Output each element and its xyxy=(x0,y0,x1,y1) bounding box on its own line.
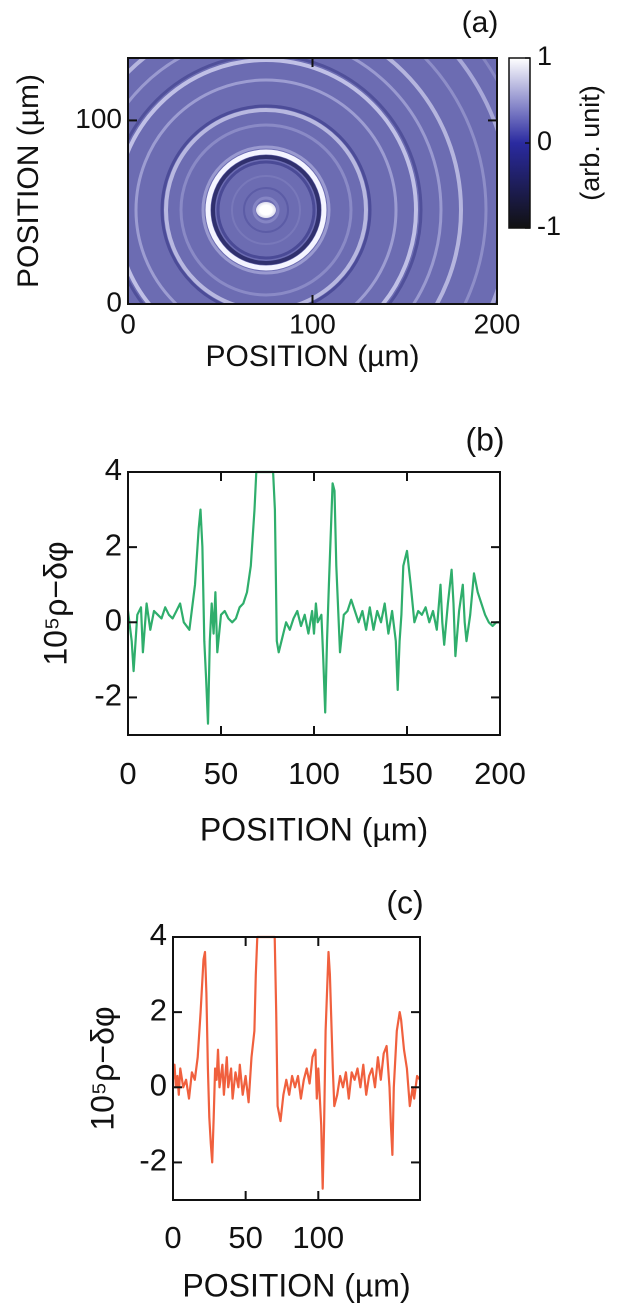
colorbar-label: (arb. unit) xyxy=(575,85,605,201)
y-axis-label: 10⁵ρ−δφ xyxy=(84,1006,120,1130)
plot-frame xyxy=(127,471,501,736)
y-tick-label: 2 xyxy=(150,992,167,1027)
x-axis-label: POSITION (µm) xyxy=(206,340,420,373)
y-tick-label: 100 xyxy=(75,103,122,134)
x-tick-label: 100 xyxy=(292,1220,344,1255)
ring xyxy=(128,58,423,304)
y-tick-label: 0 xyxy=(150,1067,167,1102)
x-axis-label: POSITION (µm) xyxy=(200,811,428,847)
colorbar-tick-label: -1 xyxy=(537,211,561,241)
panel-label: (b) xyxy=(465,421,504,457)
panel-label: (c) xyxy=(386,884,423,920)
ring xyxy=(252,196,280,224)
y-tick-label: -2 xyxy=(139,1143,167,1178)
colorbar-tick-label: 0 xyxy=(537,126,552,156)
ring xyxy=(211,155,321,265)
ring xyxy=(201,145,331,275)
ring xyxy=(422,58,488,304)
x-tick-label: 100 xyxy=(289,308,336,339)
heatmap-image xyxy=(128,58,497,304)
y-axis-label: POSITION (µm) xyxy=(12,74,45,288)
x-tick-label: 0 xyxy=(120,308,136,339)
y-axis-label: 10⁵ρ−δφ xyxy=(37,541,73,665)
ring xyxy=(160,104,372,304)
y-tick-label: 4 xyxy=(150,917,167,952)
y-tick-label: 0 xyxy=(106,286,122,317)
x-tick-label: 50 xyxy=(204,756,238,791)
ring xyxy=(243,187,289,233)
center-spot xyxy=(256,202,276,218)
ring xyxy=(164,108,368,304)
x-tick-label: 100 xyxy=(288,756,340,791)
y-tick-label: 0 xyxy=(105,602,122,637)
plot-frame xyxy=(172,936,421,1201)
x-tick-label: 200 xyxy=(474,308,521,339)
x-tick-label: 0 xyxy=(119,756,136,791)
ring xyxy=(205,149,327,271)
ring xyxy=(128,58,463,304)
x-tick-label: 50 xyxy=(228,1220,262,1255)
x-tick-label: 0 xyxy=(164,1220,181,1255)
x-axis-label: POSITION (µm) xyxy=(182,1267,410,1303)
panel-label: (a) xyxy=(462,6,499,39)
data-line xyxy=(126,470,500,725)
x-tick-label: 150 xyxy=(381,756,433,791)
ring xyxy=(134,78,398,304)
y-tick-label: 4 xyxy=(105,452,122,487)
ring xyxy=(128,58,418,304)
y-tick-label: 2 xyxy=(105,527,122,562)
x-tick-label: 200 xyxy=(474,756,526,791)
ring xyxy=(231,175,301,245)
y-tick-label: -2 xyxy=(94,678,122,713)
colorbar-tick-label: 1 xyxy=(537,41,552,71)
data-line xyxy=(171,935,421,1190)
ring xyxy=(216,160,316,260)
ring xyxy=(179,123,353,297)
ring xyxy=(128,58,443,304)
